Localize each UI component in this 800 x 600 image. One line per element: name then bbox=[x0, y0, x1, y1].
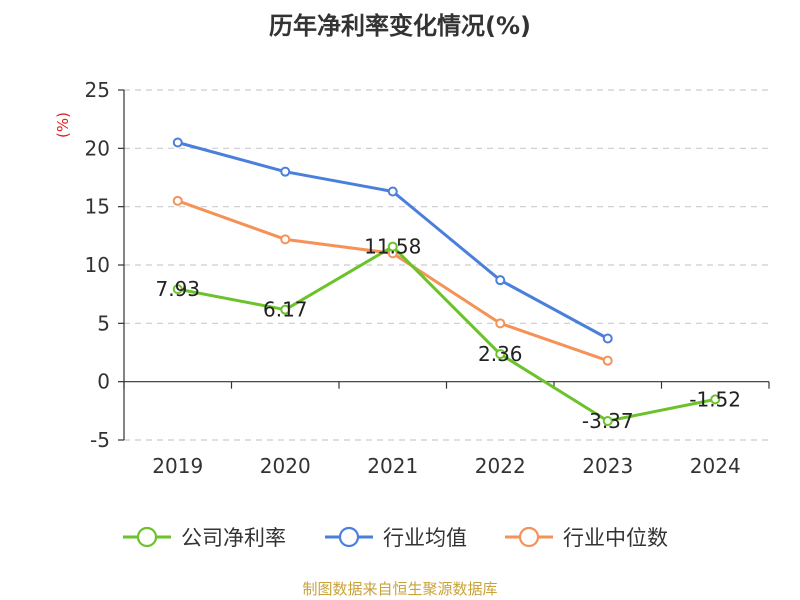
data-point bbox=[602, 415, 613, 426]
x-tick-label: 2021 bbox=[367, 454, 418, 478]
data-point bbox=[387, 241, 398, 252]
legend-item: 行业中位数 bbox=[505, 526, 668, 550]
data-point bbox=[602, 333, 613, 344]
gridlines bbox=[124, 89, 769, 441]
x-tick-label: 2019 bbox=[152, 454, 203, 478]
data-point bbox=[280, 304, 291, 315]
x-tick-label: 2023 bbox=[582, 454, 633, 478]
data-point bbox=[495, 275, 506, 286]
axes: -5 0 5 10 15 20 25 2019 2020 2021 2022 2023 2024 bbox=[85, 78, 770, 478]
chart-title: 历年净利率变化情况(%) bbox=[269, 12, 531, 40]
legend: 公司净利率 行业均值 行业中位数 bbox=[123, 526, 668, 550]
data-label: -1.52 bbox=[689, 387, 741, 411]
data-label: 7.93 bbox=[155, 277, 200, 301]
data-label: 11.58 bbox=[364, 235, 421, 259]
y-tick-label: 15 bbox=[85, 195, 110, 219]
y-tick-label: -5 bbox=[90, 428, 110, 452]
data-label: -3.37 bbox=[582, 409, 634, 433]
data-point bbox=[495, 349, 506, 360]
data-point bbox=[280, 234, 291, 245]
legend-item: 公司净利率 bbox=[123, 526, 286, 550]
y-tick-label: 0 bbox=[97, 370, 110, 394]
y-axis-unit-label: (%) bbox=[54, 112, 72, 138]
data-point bbox=[495, 318, 506, 329]
data-point bbox=[602, 355, 613, 366]
data-label: 6.17 bbox=[263, 298, 308, 322]
x-tick-label: 2020 bbox=[260, 454, 311, 478]
series-lines bbox=[172, 137, 721, 426]
data-point bbox=[172, 195, 183, 206]
data-point bbox=[172, 137, 183, 148]
series-line bbox=[177, 245, 716, 423]
legend-swatch-marker bbox=[136, 526, 158, 548]
legend-label: 行业均值 bbox=[383, 526, 467, 550]
x-tick-label: 2022 bbox=[475, 454, 526, 478]
data-labels: 7.93 6.17 11.58 2.36 -3.37 -1.52 bbox=[155, 235, 741, 433]
legend-swatch-marker bbox=[338, 526, 360, 548]
legend-label: 行业中位数 bbox=[563, 526, 668, 550]
legend-swatch-marker bbox=[518, 526, 540, 548]
data-point bbox=[387, 186, 398, 197]
data-label: 2.36 bbox=[478, 342, 523, 366]
x-tick-label: 2024 bbox=[690, 454, 741, 478]
source-note: 制图数据来自恒生聚源数据库 bbox=[302, 580, 497, 598]
y-tick-label: 25 bbox=[85, 78, 110, 102]
y-tick-label: 5 bbox=[97, 311, 110, 335]
data-point bbox=[172, 284, 183, 295]
y-tick-label: 20 bbox=[85, 136, 110, 160]
legend-item: 行业均值 bbox=[325, 526, 467, 550]
y-tick-label: 10 bbox=[85, 253, 110, 277]
data-point bbox=[280, 166, 291, 177]
legend-label: 公司净利率 bbox=[181, 526, 286, 550]
data-point bbox=[710, 394, 721, 405]
series-line bbox=[177, 199, 609, 363]
